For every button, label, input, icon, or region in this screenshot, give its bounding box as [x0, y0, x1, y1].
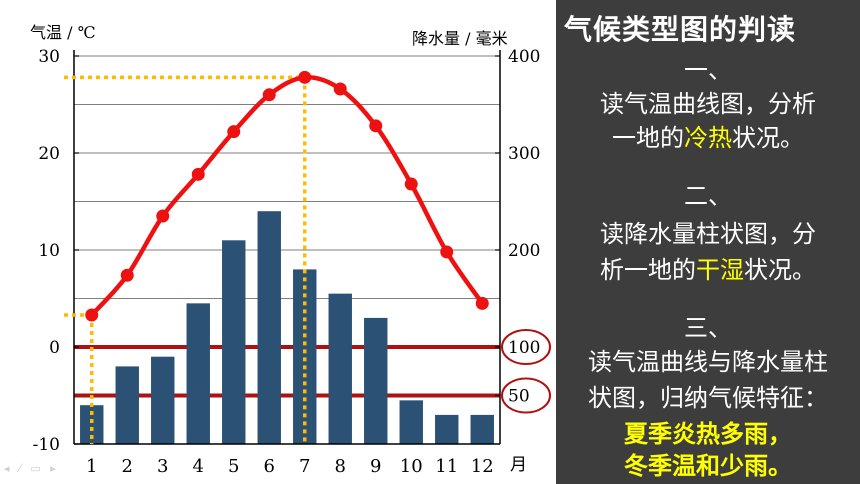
- precip-bar-7: [293, 269, 317, 444]
- month-label-4: 4: [193, 456, 204, 477]
- precip-bar-1: [80, 405, 104, 444]
- precip-bar-2: [115, 366, 139, 444]
- section-3-line-2: 状图，归纳气候特征：: [588, 384, 828, 412]
- side-panel: 气候类型图的判读 一、 读气温曲线图，分析 一地的冷热状况。 二、 读降水量柱状…: [556, 0, 860, 484]
- precip-bar-9: [364, 317, 388, 444]
- precip-bar-6: [257, 211, 281, 444]
- precip-bar-4: [186, 303, 210, 444]
- month-label-7: 7: [299, 456, 310, 477]
- right-axis-label: 降水量 / 毫米: [412, 29, 508, 48]
- section-2-line-2-post: 状况。: [744, 256, 816, 284]
- section-1-line-2-post: 状况。: [732, 124, 804, 152]
- precip-bar-5: [222, 240, 246, 444]
- section-3-number: 三、: [684, 314, 732, 342]
- right-tick-label-50: 50: [508, 387, 530, 407]
- section-3-conclusion-1: 夏季炎热多雨，: [624, 420, 792, 448]
- section-1-highlight: 冷热: [684, 124, 732, 152]
- month-label-3: 3: [157, 456, 168, 477]
- temperature-point-7: [298, 70, 312, 84]
- temperature-point-5: [227, 125, 241, 139]
- left-axis-label: 气温 / ℃: [30, 23, 95, 42]
- precip-bar-8: [328, 293, 352, 444]
- section-3-line-1: 读气温曲线与降水量柱: [588, 348, 828, 376]
- month-label-6: 6: [264, 456, 275, 477]
- temperature-point-6: [262, 88, 276, 102]
- section-3-conclusion-2: 冬季温和少雨。: [624, 452, 792, 480]
- climate-chart: 30 20 10 0 -10 气温 / ℃ 400 300 200 100 50 降水量 / 毫米 1 2…: [30, 23, 551, 477]
- section-1-line-2: 一地的冷热状况。: [556, 122, 860, 154]
- month-label-1: 1: [86, 456, 97, 477]
- precip-bar-10: [399, 400, 423, 444]
- temperature-point-2: [120, 268, 134, 282]
- month-label-8: 8: [335, 456, 346, 477]
- x-unit-label: 月: [510, 455, 527, 475]
- temperature-point-9: [369, 119, 383, 133]
- circle-highlight-50: [501, 377, 551, 414]
- section-2-highlight: 干湿: [696, 256, 744, 284]
- left-tick-label-0: 0: [49, 338, 60, 358]
- month-label-2: 2: [122, 456, 133, 477]
- circle-highlight-100: [501, 329, 551, 365]
- section-2-line-1: 读降水量柱状图，分: [600, 220, 816, 248]
- left-tick-label-30: 30: [38, 47, 60, 67]
- right-tick-label-300: 300: [508, 144, 540, 164]
- section-1-number: 一、: [684, 56, 732, 84]
- panel-title: 气候类型图的判读: [564, 13, 797, 46]
- temperature-point-11: [440, 245, 454, 259]
- temperature-point-8: [333, 82, 347, 96]
- right-tick-label-400: 400: [508, 47, 540, 67]
- left-tick-label-20: 20: [38, 144, 60, 164]
- right-tick-label-100: 100: [508, 338, 540, 358]
- temperature-point-4: [191, 167, 205, 181]
- section-2-line-2: 析一地的干湿状况。: [556, 254, 860, 286]
- section-1-line-1: 读气温曲线图，分析: [600, 90, 816, 118]
- temperature-point-1: [85, 308, 99, 322]
- section-2-line-2-pre: 析一地的: [600, 256, 696, 284]
- left-tick-label--10: -10: [33, 435, 60, 455]
- month-label-9: 9: [370, 456, 381, 477]
- month-label-11: 11: [435, 456, 458, 477]
- section-2-number: 二、: [684, 182, 732, 210]
- temperature-point-12: [475, 296, 489, 310]
- precip-bar-12: [470, 414, 494, 444]
- month-label-10: 10: [400, 456, 423, 477]
- month-label-5: 5: [228, 456, 239, 477]
- precip-bar-3: [151, 356, 175, 444]
- precip-bar-11: [435, 414, 459, 444]
- temperature-line: [90, 74, 485, 317]
- right-tick-label-200: 200: [508, 241, 540, 261]
- slide-nav-icons[interactable]: ◂ ⁄ ▭ ▸: [4, 462, 59, 475]
- section-1-line-2-pre: 一地的: [612, 124, 684, 152]
- temperature-point-3: [156, 209, 170, 223]
- temperature-point-10: [404, 177, 418, 191]
- month-label-12: 12: [471, 456, 494, 477]
- left-tick-label-10: 10: [38, 241, 60, 261]
